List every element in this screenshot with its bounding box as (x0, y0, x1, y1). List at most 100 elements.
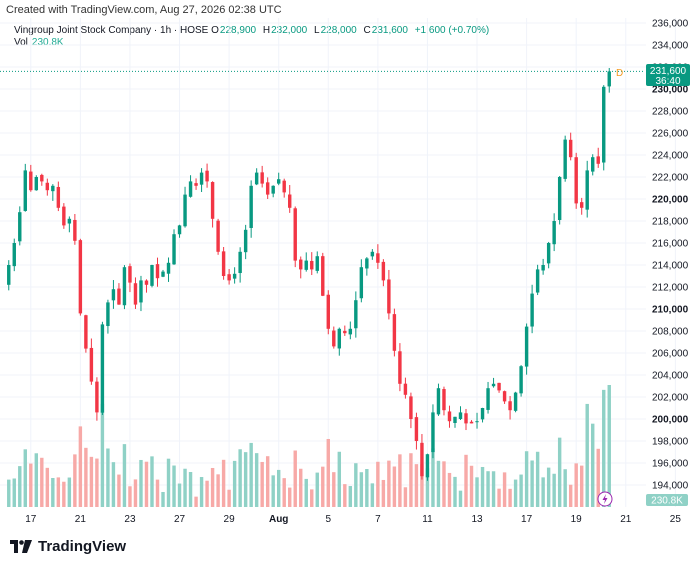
volume-bar (398, 454, 402, 507)
volume-bar (243, 452, 248, 507)
candle-body (139, 280, 143, 303)
candle (106, 299, 110, 334)
price-tick-label: 224,000 (652, 151, 689, 162)
candle-body (95, 381, 99, 413)
candle (299, 256, 303, 279)
volume-bar (23, 449, 27, 507)
volume-bar (62, 481, 66, 507)
volume-legend: Vol 230.8K (14, 37, 64, 48)
lightning-button[interactable] (597, 491, 613, 507)
candle-body (271, 185, 275, 194)
candle (188, 175, 193, 198)
candle (122, 265, 127, 310)
candle (602, 85, 606, 171)
candle-body (7, 265, 11, 285)
symbol-title: Vingroup Joint Stock Company · 1h · HOSE (14, 25, 209, 36)
candle-body (150, 265, 154, 286)
price-chart[interactable]: 236,000 234,000 232,000 230,000 228,000 226,0… (0, 0, 700, 530)
candle-body (188, 181, 193, 197)
volume-bar (574, 463, 578, 507)
open-value: 228,900 (219, 25, 257, 36)
candle-body (436, 388, 441, 415)
volume-bar (414, 464, 419, 507)
low-label: L (314, 25, 320, 36)
price-tick-label: 236,000 (652, 19, 689, 30)
candle (183, 186, 187, 228)
volume-bar (425, 468, 430, 507)
dividend-marker[interactable]: D (616, 68, 623, 79)
candle (425, 453, 430, 481)
candle (359, 259, 364, 303)
price-axis[interactable]: 236,000234,000232,000230,000228,000226,0… (652, 19, 689, 492)
candle-body (144, 280, 149, 285)
candle (348, 321, 353, 340)
candle (442, 386, 446, 416)
candle-body (299, 259, 303, 270)
candles (7, 67, 611, 481)
candle-body (491, 383, 496, 387)
candle-body (453, 416, 457, 423)
candle-body (387, 279, 391, 314)
candle (95, 377, 99, 421)
candle (45, 178, 50, 196)
candle-body (133, 283, 138, 305)
candle (84, 314, 88, 353)
candle (585, 160, 589, 218)
volume-bar (221, 459, 226, 507)
vol-value: 230.8K (31, 37, 64, 48)
time-axis[interactable]: 1721232729Aug5711131719212527 (25, 514, 700, 525)
time-tick-label: 23 (124, 514, 136, 525)
candle (304, 252, 308, 272)
volume-bar (315, 472, 319, 507)
price-tick-label: 234,000 (652, 41, 689, 52)
candle-body (29, 171, 33, 191)
candle-body (310, 260, 314, 270)
volume-bar (276, 469, 281, 507)
time-tick-label: 5 (326, 514, 332, 525)
candle-body (23, 170, 27, 211)
volume-bar (293, 450, 297, 507)
candle-body (431, 412, 435, 453)
candle (591, 154, 595, 176)
candle (552, 213, 556, 252)
high-value: 232,000 (271, 25, 308, 36)
volume-bar (370, 483, 375, 507)
candle-body (89, 347, 94, 382)
price-tick-label: 226,000 (652, 129, 689, 140)
candle-body (602, 86, 606, 163)
candle-body (238, 251, 242, 274)
candle (271, 185, 275, 198)
candle-body (447, 411, 452, 422)
time-tick-label: 29 (224, 514, 236, 525)
candle-body (288, 194, 292, 208)
candle (370, 249, 375, 260)
price-tick-label: 202,000 (652, 393, 689, 404)
candle (469, 420, 474, 424)
candle-body (62, 206, 66, 226)
volume-bar (128, 486, 132, 507)
candle-body (376, 253, 380, 263)
volume-bar (89, 456, 94, 507)
tradingview-logo[interactable]: TradingView (10, 538, 126, 555)
price-tick-label: 214,000 (652, 261, 689, 272)
candle-body (392, 314, 397, 351)
candle-body (480, 408, 485, 420)
candle (502, 390, 507, 404)
time-tick-label: 7 (375, 514, 381, 525)
candle-body (183, 194, 187, 227)
candle-body (475, 421, 479, 423)
volume-bar (469, 465, 474, 507)
candle (254, 168, 259, 186)
close-label: C (363, 25, 371, 36)
candle (398, 343, 402, 392)
candle (78, 238, 83, 316)
volume-bar (133, 479, 138, 507)
volume-bar (541, 477, 545, 507)
volume-bar (310, 489, 314, 507)
candle-body (67, 218, 72, 224)
price-tick-label: 196,000 (652, 459, 689, 470)
candle (23, 163, 27, 212)
candle-body (177, 225, 182, 235)
close-value: 231,600 (371, 25, 408, 36)
volume-bar (508, 488, 512, 507)
